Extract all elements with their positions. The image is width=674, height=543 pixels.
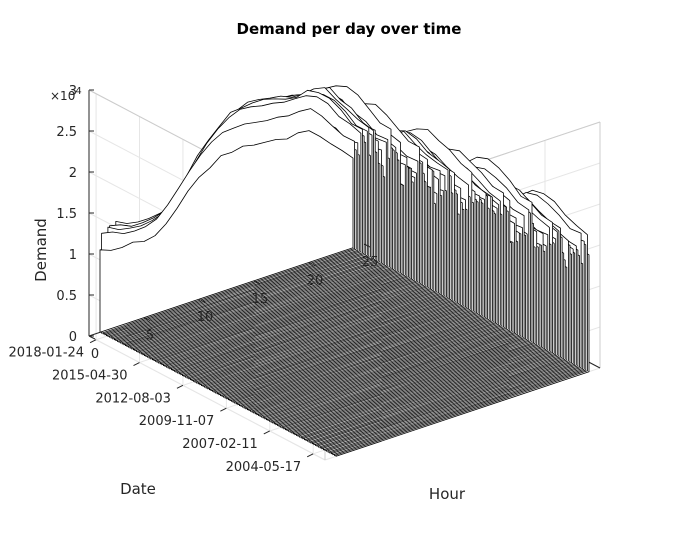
axis-ticks: 0 0.5 1 1.5 2 2.5 3 0 5 10 15 20 25 2004-05-17 2007-02…	[9, 84, 379, 475]
y-tick	[220, 407, 227, 412]
z-tick-label: 3	[69, 84, 77, 99]
x-tick	[143, 317, 151, 322]
x-tick-label: 25	[362, 255, 379, 270]
x-tick	[253, 280, 261, 285]
series-line	[99, 130, 354, 333]
z-tick-label: 2	[69, 166, 77, 181]
y-axis-label: Date	[120, 480, 156, 498]
y-tick-label: 2009-11-07	[139, 414, 215, 429]
series-group	[99, 85, 590, 457]
y-tick	[176, 384, 184, 389]
y-tick	[263, 430, 270, 435]
z-tick-label: 2.5	[56, 125, 77, 140]
z-tick-label: 0.5	[56, 289, 77, 304]
y-tick	[306, 453, 314, 458]
x-tick-label: 0	[91, 347, 99, 362]
series-lines	[99, 85, 590, 457]
x-tick	[88, 335, 96, 340]
y-tick-label: 2018-01-24	[9, 346, 85, 361]
chart-title: Demand per day over time	[237, 20, 462, 38]
y-tick-label: 2007-02-11	[182, 437, 258, 452]
x-tick-label: 20	[307, 273, 324, 288]
z-exponent: ×104	[50, 86, 82, 103]
y-tick-label: 2015-04-30	[52, 369, 128, 384]
y-tick-label: 2012-08-03	[95, 391, 171, 406]
x-tick-label: 5	[146, 329, 154, 344]
y-tick	[133, 362, 140, 366]
y-tick-label: 2004-05-17	[226, 460, 302, 475]
z-tick-label: 1	[69, 248, 77, 263]
x-axis-label: Hour	[429, 485, 466, 503]
z-tick-label: 0	[69, 330, 77, 345]
y-tick	[89, 339, 97, 344]
z-tick-label: 1.5	[56, 207, 77, 222]
x-tick-label: 10	[197, 310, 214, 325]
x-tick	[198, 298, 206, 303]
grid-line	[88, 335, 326, 461]
z-axis-label: Demand	[32, 218, 50, 282]
x-tick-label: 15	[252, 292, 269, 307]
x-tick	[363, 243, 371, 248]
x-tick	[308, 261, 316, 266]
